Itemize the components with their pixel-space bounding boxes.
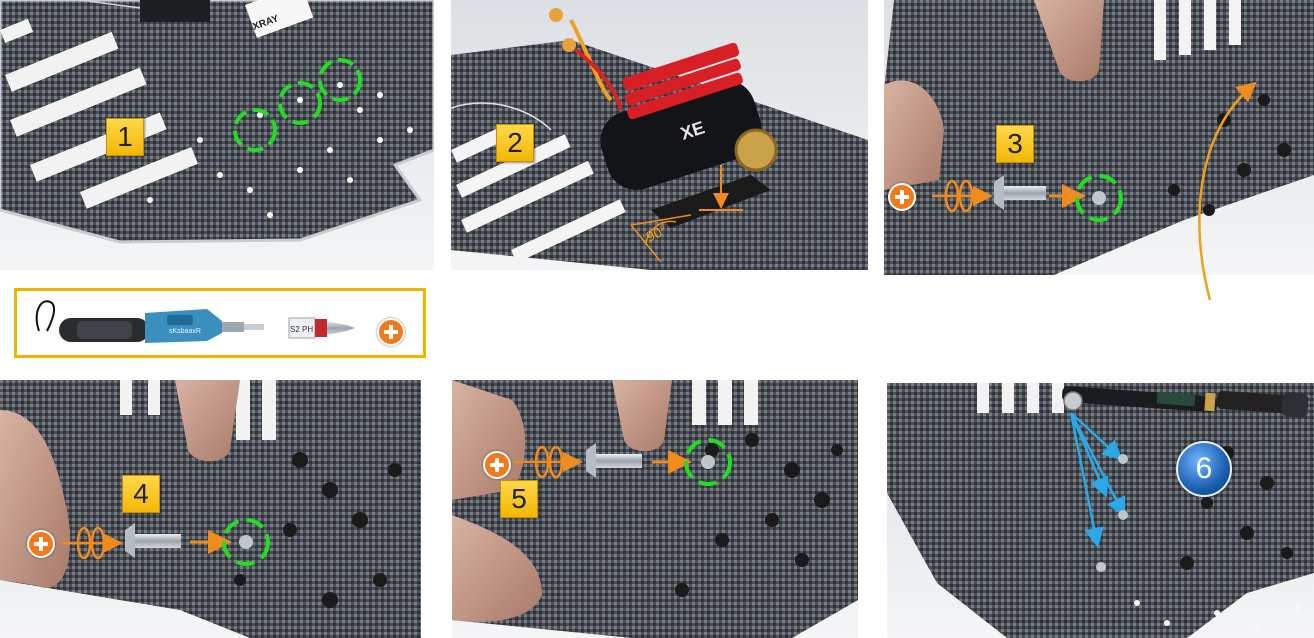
step-5-panel: 5 (452, 380, 858, 638)
required-tools-box: sKsbaaxR S2 PH (14, 288, 426, 358)
step-number-badge: 6 (1176, 441, 1232, 497)
step-4-panel: 4 (0, 380, 421, 638)
phillips-plus-icon (888, 183, 916, 211)
step-number-badge: 5 (500, 480, 538, 518)
decal (245, 0, 314, 38)
thumb (612, 380, 672, 452)
screw-icon (586, 443, 642, 478)
step-1-panel: XRAY 1 (0, 0, 434, 270)
motor-mount (651, 175, 771, 228)
rotate-arrow-icon (514, 445, 583, 479)
step-2-panel: XE 90° 2 (451, 0, 868, 270)
driver-brand-label: sKsbaaxR (169, 328, 201, 335)
tools-illustration: sKsbaaxR S2 PH (35, 300, 355, 343)
step-number-badge: 2 (496, 124, 534, 162)
mount-hole-circle-icon (684, 438, 732, 486)
step-6-panel: 6 (887, 383, 1314, 638)
thumb (175, 380, 240, 462)
rotate-arrow-icon (932, 179, 993, 213)
screw-icon (994, 175, 1046, 210)
flip-arrow-icon (1198, 81, 1257, 301)
step-number-badge: 3 (996, 125, 1034, 163)
angle-arc-icon (645, 220, 677, 246)
phillips-plus-icon (27, 530, 55, 558)
step-number-badge: 4 (122, 475, 160, 513)
torque-arrow-icons (1069, 412, 1126, 548)
mount-hole-circle-icon (278, 81, 322, 125)
mount-hole-circle-icon (318, 58, 362, 102)
rotate-arrow-icon (62, 526, 123, 560)
phillips-plus-icon (377, 318, 405, 346)
electric-screwdriver-icon: sKsbaaxR (59, 309, 264, 343)
chassis-photo-6 (887, 383, 1314, 638)
step-number-badge: 1 (106, 118, 144, 156)
phillips-plus-icon (483, 451, 511, 479)
mount-hole-circle-icon (222, 518, 270, 566)
mount-hole-circle-icon (233, 108, 277, 152)
torque-wrench-icon (1062, 386, 1309, 418)
chassis-photo-3 (884, 0, 1314, 275)
step-3-panel: 3 (884, 0, 1314, 275)
pinion-gear (734, 128, 778, 172)
mount-hole-circle-icon (1075, 174, 1123, 222)
bit-label: S2 PH (290, 325, 313, 334)
thumb (1034, 0, 1104, 82)
chassis-photo-4 (0, 380, 421, 638)
phillips-bit-icon: S2 PH (288, 317, 355, 339)
screw-icon (125, 523, 181, 558)
chassis-photo-1: XRAY (0, 0, 434, 270)
